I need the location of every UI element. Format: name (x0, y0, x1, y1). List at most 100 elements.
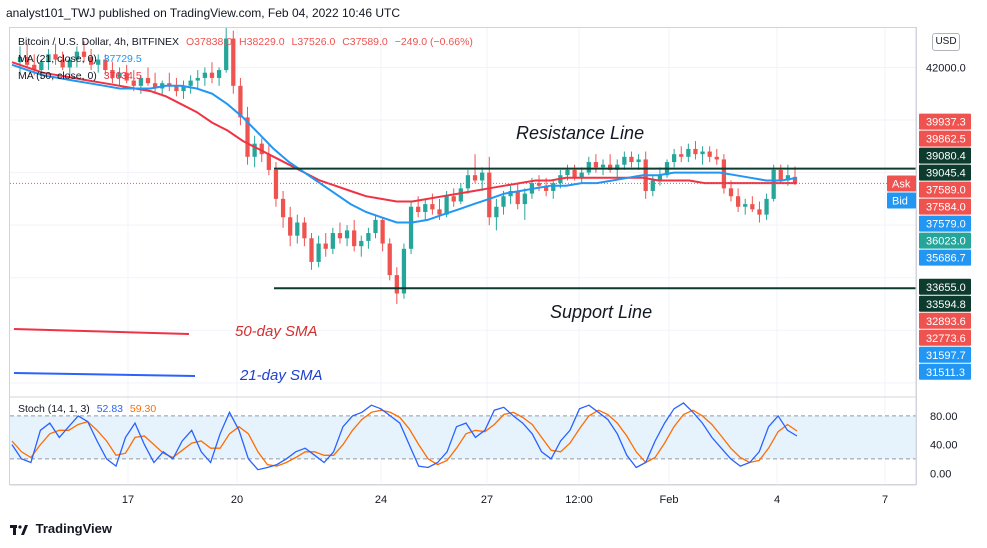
candle-body (764, 198, 769, 215)
ma50-value: 37634.5 (103, 70, 142, 82)
tradingview-footer[interactable]: TradingView (10, 521, 112, 536)
candle-body (408, 206, 414, 249)
candle-body (295, 222, 300, 236)
ma50-line (11, 61, 797, 203)
candle-body (572, 169, 577, 178)
price-label-box (919, 363, 971, 380)
sma50-sample-line (13, 328, 190, 335)
candle-body (636, 159, 641, 163)
candle-body (778, 169, 783, 181)
price-label: 37589.0 (926, 185, 966, 197)
candle-body (17, 56, 23, 63)
x-tick-label: 7 (882, 494, 888, 506)
candle-body (337, 233, 343, 239)
candle-body (252, 143, 257, 157)
bid-tag-box (887, 192, 916, 209)
time-axis: 17 20 24 27 12:00 Feb 4 7 (122, 494, 888, 506)
candle-body (124, 72, 129, 81)
candle-body (39, 62, 44, 71)
candle-body (352, 230, 357, 247)
candle-body (209, 72, 215, 78)
candle-body (174, 85, 179, 92)
candle-body (430, 204, 435, 210)
price-label-box (919, 113, 971, 130)
stoch-tick-label: 40.00 (930, 440, 958, 452)
price-label: 39045.4 (926, 168, 966, 180)
price-label: 39080.4 (926, 151, 966, 163)
tradingview-logo-icon (10, 524, 28, 535)
currency-button[interactable]: USD (932, 33, 960, 51)
candle-body (416, 206, 421, 212)
price-label: 36023.0 (926, 236, 966, 248)
price-label-box (919, 312, 971, 329)
candle-body (110, 70, 115, 78)
symbol-legend: Bitcoin / U.S. Dollar, 4h, BITFINEX O378… (18, 36, 473, 48)
candle-body (280, 198, 286, 218)
candle-body (735, 196, 741, 207)
x-tick-label: 4 (774, 494, 780, 506)
candle-body (152, 83, 158, 89)
x-tick-label: Feb (660, 494, 679, 506)
candle-body (266, 154, 271, 170)
candle-body (451, 196, 456, 202)
x-tick-label: 24 (375, 494, 387, 506)
candle-body (544, 185, 549, 191)
price-label: 32773.6 (926, 333, 966, 345)
candle-body (231, 38, 236, 86)
candle-body (693, 148, 698, 155)
candle-body (714, 156, 719, 160)
price-label: 33594.8 (926, 299, 966, 311)
change-value: −249.0 (−0.66%) (394, 36, 473, 48)
price-label: 31511.3 (926, 367, 965, 379)
candle-body (74, 51, 80, 60)
candle-body (771, 169, 776, 199)
x-tick-label: 12:00 (565, 494, 593, 506)
candle-body (579, 172, 584, 178)
candle-body (387, 243, 392, 276)
stoch-axis: 80.00 40.00 0.00 (930, 411, 958, 480)
candle-body (24, 56, 30, 65)
symbol-name: Bitcoin / U.S. Dollar, 4h, BITFINEX (18, 36, 180, 48)
candle-body (195, 77, 200, 81)
x-tick-label: 17 (122, 494, 134, 506)
candle-body (167, 83, 172, 86)
candle-body (67, 59, 72, 68)
ma21-line (11, 63, 798, 224)
candle-body (117, 72, 122, 78)
candle-body (515, 190, 520, 205)
support-annotation: Support Line (550, 302, 652, 322)
candle-body (593, 162, 599, 168)
candle-body (551, 183, 556, 191)
y-tick-label: 42000.0 (926, 62, 966, 74)
stoch-k-line (11, 402, 798, 471)
candle-body (522, 193, 527, 205)
candle-body (657, 175, 663, 181)
candle-body (650, 180, 655, 191)
candle-body (728, 188, 734, 197)
candle-body (565, 169, 570, 176)
candle-body (615, 164, 620, 170)
low-value: L37526.0 (291, 36, 336, 48)
candle-body (401, 248, 407, 294)
price-label-box (919, 215, 971, 232)
candle-body (423, 204, 428, 212)
ma21-label: MA (21, close, 0) (18, 53, 97, 65)
candle-body (508, 190, 513, 197)
candle-body (494, 206, 499, 218)
candle-body (629, 156, 634, 163)
candle-body (437, 209, 442, 215)
candle-body (216, 70, 222, 78)
candle-body (679, 154, 684, 157)
price-label-box (919, 232, 971, 249)
price-label: 37584.0 (926, 202, 966, 214)
price-label: 37579.0 (926, 219, 966, 231)
candle-body (316, 243, 321, 262)
footer-brand: TradingView (35, 521, 112, 536)
candle-body (366, 233, 371, 241)
sma21-annotation: 21-day SMA (239, 367, 323, 384)
candle-body (600, 164, 606, 168)
price-label: 32893.6 (926, 316, 966, 328)
stoch-tick-label: 0.00 (930, 468, 951, 480)
candle-body (707, 151, 712, 157)
